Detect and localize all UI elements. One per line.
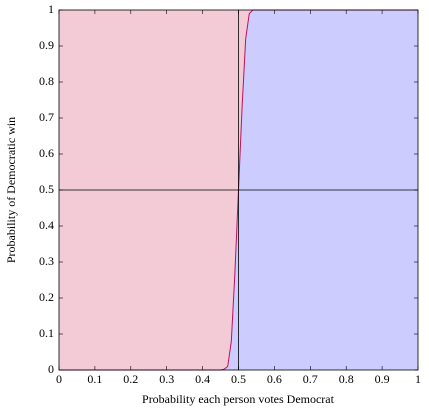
x-tick-label: 0.1	[87, 372, 102, 386]
x-tick-label: 0.2	[123, 372, 138, 386]
y-tick-label: 0.1	[39, 326, 54, 340]
y-tick-label: 0.8	[39, 74, 54, 88]
y-tick-label: 0.9	[39, 38, 54, 52]
y-axis-label: Probability of Democratic win	[4, 117, 18, 263]
y-tick-label: 0	[48, 362, 54, 376]
x-tick-label: 0.8	[339, 372, 354, 386]
plot-frame	[58, 9, 419, 371]
y-tick-label: 0.5	[39, 182, 54, 196]
x-tick-label: 1	[415, 372, 421, 386]
y-tick-label: 0.4	[39, 218, 54, 232]
x-tick-label: 0.7	[303, 372, 318, 386]
x-axis-label: Probability each person votes Democrat	[142, 392, 335, 406]
y-tick-label: 0.7	[39, 110, 54, 124]
y-tick-label: 0.3	[39, 254, 54, 268]
x-tick-label: 0.9	[375, 372, 390, 386]
y-tick-label: 0.2	[39, 290, 54, 304]
x-tick-label: 0.6	[267, 372, 282, 386]
x-tick-label: 0.3	[159, 372, 174, 386]
y-tick-label: 0.6	[39, 146, 54, 160]
x-tick-label: 0	[56, 372, 62, 386]
y-tick-label: 1	[48, 2, 54, 16]
x-tick-label: 0.5	[231, 372, 246, 386]
x-tick-label: 0.4	[195, 372, 210, 386]
